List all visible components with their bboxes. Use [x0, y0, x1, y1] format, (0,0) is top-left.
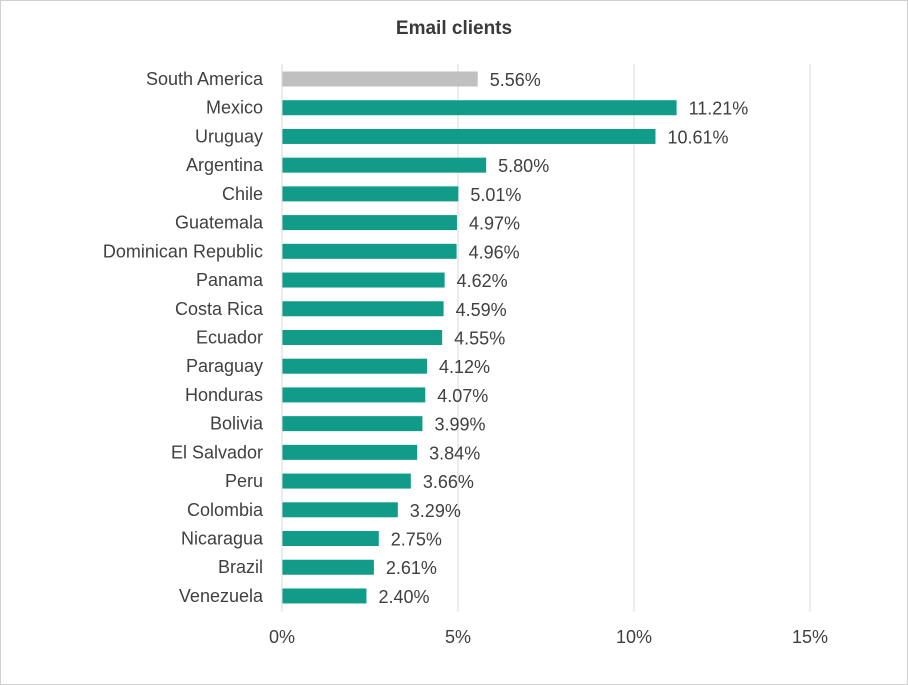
bar [282, 358, 428, 374]
data-label: 4.59% [456, 300, 507, 320]
bar [282, 243, 457, 259]
bar [282, 473, 411, 489]
data-label: 2.75% [391, 530, 442, 550]
bar [282, 215, 457, 231]
bar [282, 157, 487, 173]
data-label: 3.29% [410, 501, 461, 521]
bar [282, 444, 418, 460]
data-label: 4.62% [457, 271, 508, 291]
category-label: Nicaragua [181, 529, 264, 549]
category-label: Peru [225, 471, 263, 491]
category-label: Costa Rica [175, 299, 264, 319]
bar [282, 301, 444, 317]
data-label: 5.56% [490, 70, 541, 90]
category-label: Chile [222, 184, 263, 204]
data-label: 10.61% [667, 127, 728, 147]
data-label: 11.21% [689, 99, 749, 119]
data-label: 4.96% [469, 242, 520, 262]
x-tick-label: 5% [445, 627, 471, 647]
category-label: Bolivia [210, 414, 264, 434]
bar [282, 71, 478, 87]
bar [282, 588, 367, 604]
bar [282, 186, 459, 202]
data-label: 4.55% [454, 328, 505, 348]
category-label: Argentina [186, 155, 264, 175]
bar [282, 531, 379, 547]
data-label: 3.66% [423, 472, 474, 492]
category-label: Mexico [206, 98, 263, 118]
data-label: 3.99% [434, 415, 485, 435]
bar [282, 128, 656, 144]
bar [282, 329, 443, 345]
category-label: Ecuador [196, 327, 263, 347]
category-label: Panama [196, 270, 264, 290]
x-tick-label: 0% [269, 627, 295, 647]
bar [282, 100, 677, 116]
bar [282, 387, 426, 403]
bar [282, 502, 398, 518]
x-tick-label: 15% [792, 627, 828, 647]
data-label: 2.61% [386, 558, 437, 578]
data-label: 5.80% [498, 156, 549, 176]
data-label: 3.84% [429, 443, 480, 463]
x-tick-label: 10% [616, 627, 652, 647]
chart-title: Email clients [395, 18, 513, 39]
category-label: Uruguay [195, 126, 263, 146]
category-label: Dominican Republic [103, 241, 263, 261]
data-label: 4.12% [439, 357, 490, 377]
bar [282, 559, 374, 575]
data-label: 5.01% [470, 185, 521, 205]
bar [282, 272, 445, 288]
data-label: 4.07% [437, 386, 488, 406]
bar [282, 416, 423, 432]
data-label: 4.97% [469, 214, 520, 234]
category-label: Venezuela [179, 586, 264, 606]
category-label: El Salvador [171, 442, 263, 462]
category-label: Guatemala [175, 213, 264, 233]
category-label: Colombia [187, 500, 264, 520]
data-label: 2.40% [378, 587, 429, 607]
category-label: South America [146, 69, 264, 89]
category-label: Honduras [185, 385, 263, 405]
category-label: Brazil [218, 557, 263, 577]
category-label: Paraguay [186, 356, 263, 376]
